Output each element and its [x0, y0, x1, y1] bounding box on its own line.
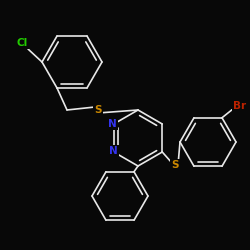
Text: Cl: Cl	[16, 38, 28, 48]
Text: N: N	[108, 119, 117, 129]
Text: S: S	[94, 105, 102, 115]
Text: Br: Br	[234, 101, 246, 111]
Text: N: N	[110, 146, 118, 156]
Text: S: S	[171, 160, 179, 170]
